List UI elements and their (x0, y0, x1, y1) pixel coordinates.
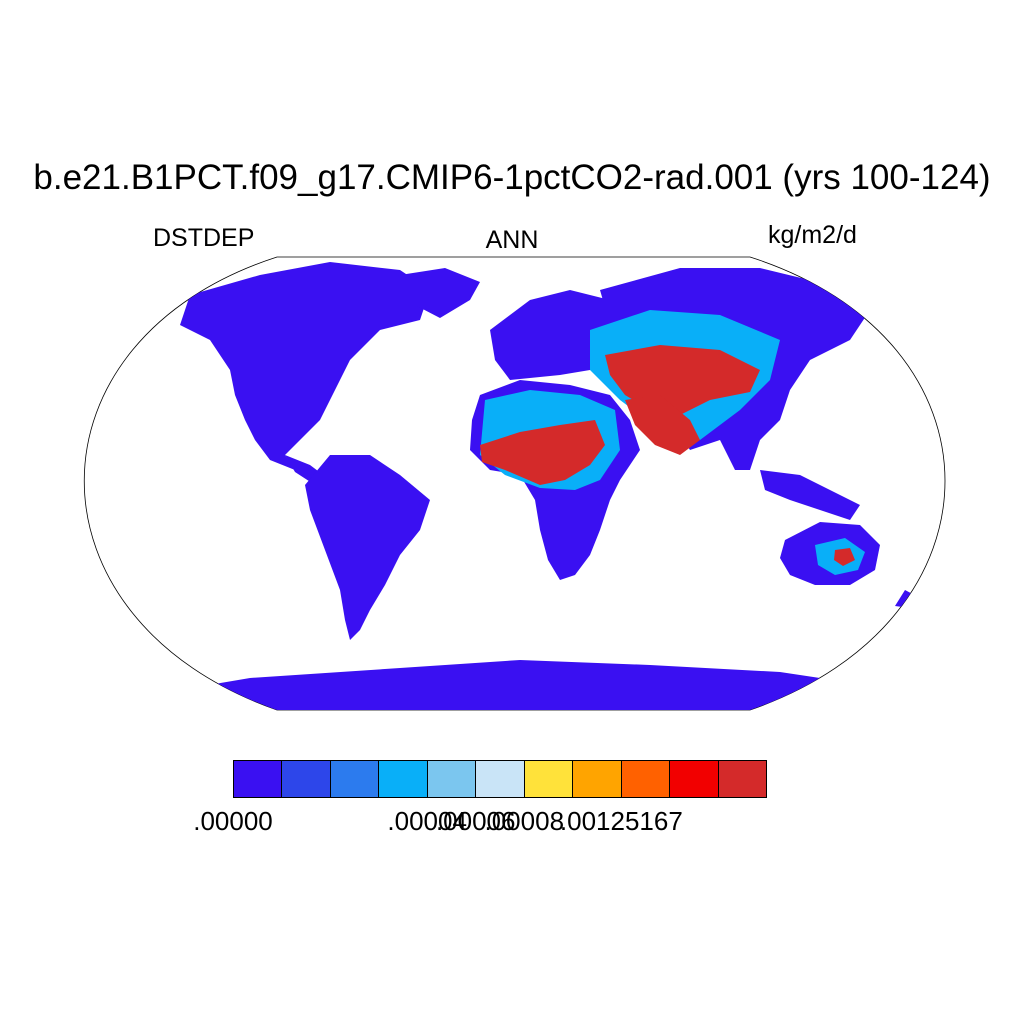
units-label: kg/m2/d (768, 221, 857, 249)
greenland (400, 268, 480, 318)
colorbar-swatch (670, 761, 719, 797)
north-america (180, 262, 430, 470)
colorbar-swatch (330, 761, 380, 797)
australia-dust-high (834, 548, 855, 566)
colorbar-swatch (621, 761, 671, 797)
period-label: ANN (485, 226, 539, 254)
variable-label: DSTDEP (153, 224, 255, 252)
colorbar-swatch (524, 761, 574, 797)
colorbar (233, 760, 767, 798)
africa-dust-high (480, 420, 605, 485)
colorbar-swatch (282, 761, 331, 797)
colorbar-tick-label: .00125167 (559, 806, 683, 836)
southeast-asia (760, 470, 860, 520)
antarctica (120, 660, 900, 710)
colorbar-tick-label: .00004 (387, 806, 467, 836)
colorbar-swatch (379, 761, 428, 797)
colorbar-swatch (476, 761, 525, 797)
south-america (305, 455, 430, 640)
colorbar-tick-label: .00000 (193, 806, 273, 836)
colorbar-swatch (427, 761, 477, 797)
colorbar-tick-label: .00008 (484, 806, 565, 836)
colorbar-swatch (234, 761, 283, 797)
plot-title: b.e21.B1PCT.f09_g17.CMIP6-1pctCO2-rad.00… (33, 158, 991, 197)
colorbar-swatch (718, 761, 766, 797)
colorbar-tick-label: .00006 (435, 806, 516, 836)
arabia (625, 395, 700, 455)
colorbar-swatch (573, 761, 622, 797)
